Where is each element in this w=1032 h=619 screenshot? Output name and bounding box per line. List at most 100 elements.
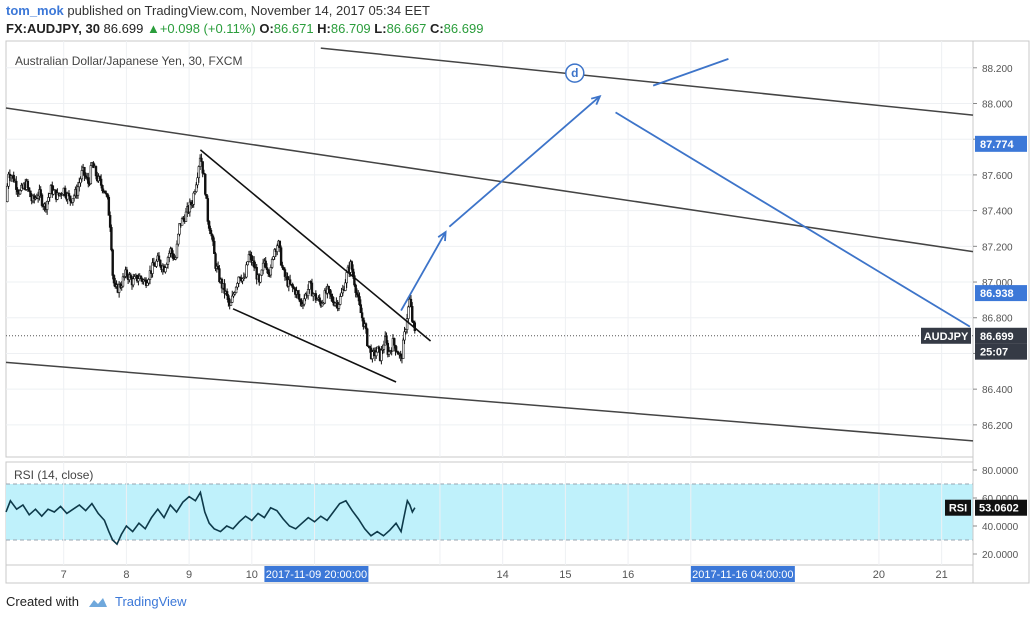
candle — [132, 278, 135, 286]
chart-title: Australian Dollar/Japanese Yen, 30, FXCM — [15, 54, 242, 68]
price-tick-label: 87.200 — [982, 242, 1013, 253]
time-tag-label: 2017-11-16 04:00:00 — [692, 569, 793, 581]
candle — [351, 268, 355, 276]
candle — [394, 344, 397, 352]
candle — [265, 267, 269, 271]
candle — [339, 296, 342, 305]
price-axis[interactable] — [972, 40, 1030, 584]
wedge-upper-line[interactable] — [199, 149, 432, 342]
candle — [151, 262, 154, 274]
projection-down-line[interactable] — [615, 111, 971, 328]
candle — [259, 274, 262, 283]
outer-channel-lower-line[interactable] — [5, 361, 974, 442]
candle — [184, 211, 188, 222]
candle — [282, 267, 285, 270]
candle — [171, 253, 175, 259]
high-value: 86.709 — [330, 21, 371, 36]
candle — [106, 193, 109, 198]
candle — [78, 182, 81, 188]
time-tick-label: 8 — [123, 569, 129, 581]
time-tick-label: 20 — [873, 569, 885, 581]
candle — [260, 269, 264, 276]
rsi-name-label: RSI — [949, 503, 967, 515]
candle — [385, 336, 388, 344]
author-name[interactable]: tom_mok — [6, 3, 64, 18]
candle — [276, 245, 279, 252]
candle — [371, 351, 374, 359]
candle — [107, 196, 111, 216]
projection-up-3-line[interactable] — [652, 58, 729, 87]
candle — [330, 293, 333, 297]
open-label: O: — [259, 21, 274, 36]
candle — [94, 166, 98, 177]
candle — [27, 187, 31, 192]
time-tick-label: 9 — [186, 569, 192, 581]
candle — [360, 312, 364, 319]
wedge-lower-line[interactable] — [232, 308, 397, 383]
price-tick-label: 88.000 — [982, 99, 1013, 110]
chart-canvas[interactable]: d 88.20088.00087.80087.60087.40087.20087… — [0, 0, 1032, 590]
candle — [6, 185, 9, 202]
price-tag — [975, 343, 1027, 360]
projection-up-1-line[interactable] — [400, 231, 447, 312]
low-value: 86.667 — [386, 21, 427, 36]
time-axis[interactable] — [5, 564, 974, 584]
price-tag — [975, 285, 1027, 302]
candle — [323, 290, 327, 304]
candle — [281, 264, 284, 268]
candle — [310, 282, 314, 297]
main-pane[interactable] — [5, 40, 974, 458]
candle — [121, 276, 125, 287]
candle — [110, 227, 113, 251]
candle — [47, 197, 50, 202]
candle — [377, 346, 381, 350]
candle — [76, 186, 80, 196]
candle — [15, 180, 18, 190]
time-tick-label: 16 — [622, 569, 634, 581]
tradingview-brand-link[interactable]: TradingView — [114, 594, 187, 609]
candle — [337, 304, 341, 309]
candle — [195, 184, 198, 192]
candle — [177, 233, 180, 245]
candle — [40, 194, 44, 206]
candle — [192, 192, 195, 205]
footer: Created with TradingView — [6, 594, 187, 609]
candle — [331, 296, 334, 303]
candle — [345, 272, 348, 284]
close-label: C: — [429, 21, 444, 36]
last-price-value: 86.699 — [103, 21, 144, 36]
candle — [98, 176, 102, 180]
candle — [205, 194, 208, 199]
candle — [52, 189, 55, 195]
candle — [147, 279, 150, 284]
candle — [328, 289, 332, 295]
outer-channel-upper-line[interactable] — [5, 107, 974, 253]
candle — [111, 249, 114, 276]
rsi-line — [5, 490, 416, 546]
price-tag — [975, 135, 1027, 152]
candle — [264, 260, 267, 268]
top-channel-line-line[interactable] — [320, 47, 974, 116]
candle — [18, 190, 22, 195]
candle — [80, 170, 84, 180]
candle — [48, 193, 51, 198]
candle — [39, 189, 42, 196]
arrow-head-icon — [437, 230, 447, 242]
candle — [255, 267, 258, 280]
wave-label-circle — [565, 63, 585, 83]
candle — [344, 282, 347, 291]
candle — [318, 297, 321, 303]
candle — [99, 178, 103, 186]
time-tick-label: 15 — [559, 569, 571, 581]
wave-label-d: d — [571, 66, 578, 80]
candle — [139, 275, 143, 280]
candle — [375, 351, 378, 357]
candle — [358, 296, 361, 305]
projection-up-2-line[interactable] — [448, 95, 601, 228]
candle — [299, 299, 302, 303]
candle — [223, 283, 226, 294]
rsi-tick-label: 20.0000 — [982, 550, 1019, 561]
candle — [218, 268, 221, 283]
rsi-tick-label: 80.0000 — [982, 466, 1019, 477]
candle — [405, 318, 409, 330]
